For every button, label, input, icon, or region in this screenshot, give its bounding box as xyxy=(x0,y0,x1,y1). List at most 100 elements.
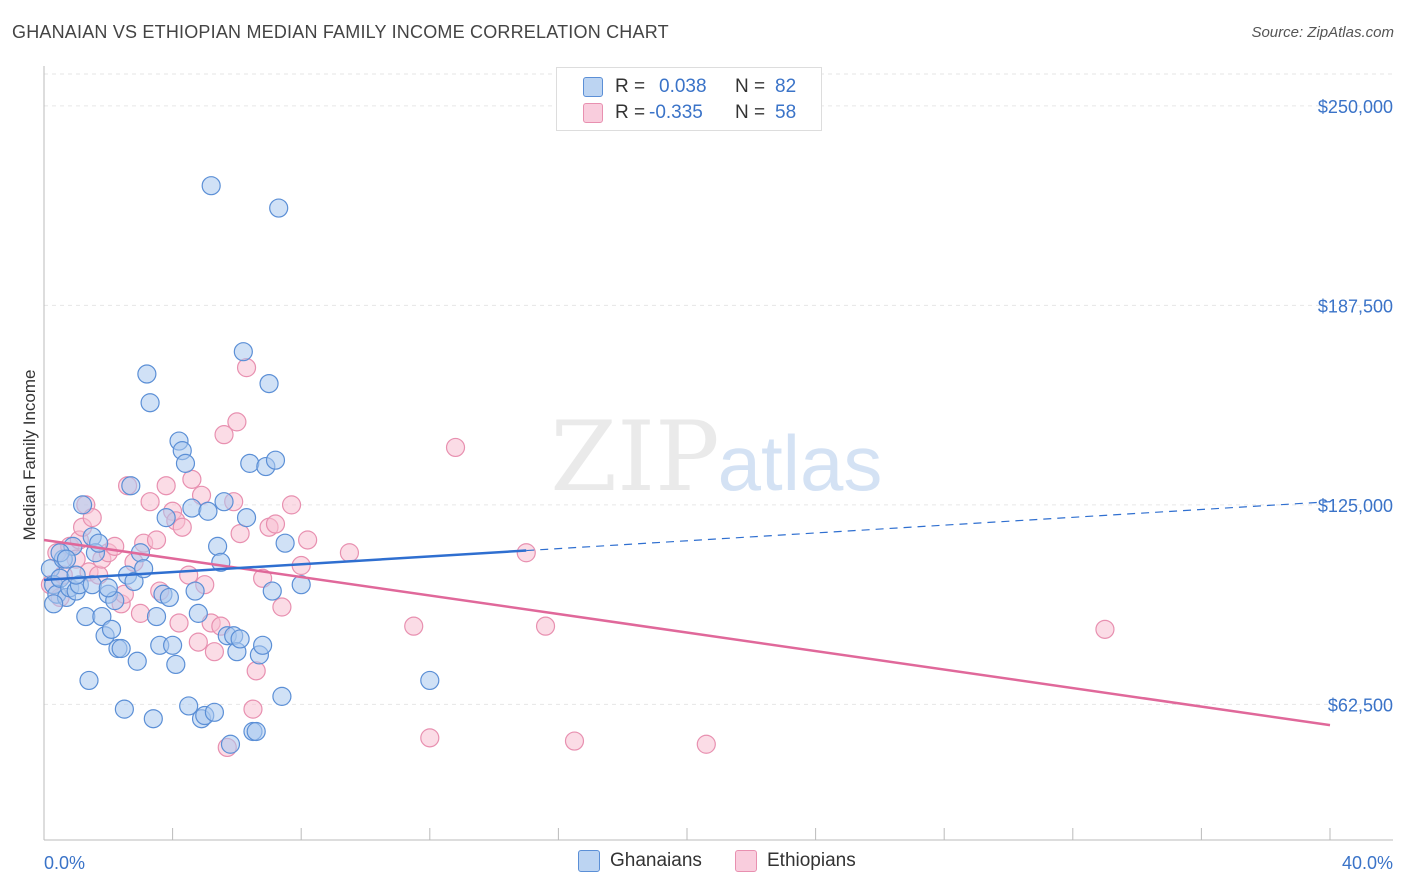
ghanaians-swatch xyxy=(583,77,603,97)
chart-title: GHANAIAN VS ETHIOPIAN MEDIAN FAMILY INCO… xyxy=(12,22,669,42)
ghanaians-point xyxy=(259,373,279,394)
ghanaians-point xyxy=(156,508,176,528)
ghanaians-point xyxy=(175,453,196,473)
ghanaians-point xyxy=(246,721,266,742)
legend-n-value: 58 xyxy=(775,102,797,123)
ghanaians-point xyxy=(127,651,147,671)
ethiopians-point xyxy=(243,699,263,719)
legend-item-ethiopians[interactable]: Ethiopians xyxy=(735,850,856,872)
ethiopians-legend-swatch xyxy=(735,850,757,872)
ghanaians-point xyxy=(198,501,218,521)
series-legend: Ghanaians Ethiopians xyxy=(0,850,1406,878)
ghanaians-point xyxy=(124,571,144,592)
legend-item-ghanaians[interactable]: Ghanaians xyxy=(578,850,702,872)
ghanaians-point xyxy=(214,492,234,512)
legend-n-label: N = xyxy=(735,102,766,123)
x-tick-label-left: 0.0% xyxy=(44,853,85,873)
ethiopians-point xyxy=(420,728,440,748)
ghanaians-point xyxy=(236,508,257,528)
ethiopians-point xyxy=(339,543,360,563)
ghanaians-point xyxy=(179,696,199,716)
trend-lines xyxy=(43,501,1331,727)
ethiopians-point xyxy=(445,437,466,458)
y-tick-label: $187,500 xyxy=(1318,296,1393,316)
legend-r-value: -0.335 xyxy=(649,102,703,123)
ghanaians-point xyxy=(76,606,96,627)
ethiopians-point xyxy=(182,469,202,489)
ghanaians-point xyxy=(220,734,241,754)
ghanaians-point xyxy=(72,495,93,515)
ethiopians-legend-label: Ethiopians xyxy=(767,850,856,871)
ghanaians-point xyxy=(275,533,295,553)
ghanaians-point xyxy=(208,536,228,556)
ethiopians-point xyxy=(253,568,273,588)
axes xyxy=(43,66,1393,841)
legend-row-ghanaians: R = 0.038 N = 82 xyxy=(583,74,796,100)
legend-r-label: R = xyxy=(615,76,646,97)
ghanaians-point xyxy=(166,654,186,675)
ethiopians-point xyxy=(105,536,125,556)
ethiopians-point xyxy=(227,412,247,432)
ghanaians-point xyxy=(79,670,99,691)
ethiopians-point xyxy=(281,495,302,515)
y-tick-label: $62,500 xyxy=(1328,695,1393,715)
legend-row-ethiopians: R = -0.335 N = 58 xyxy=(583,100,796,126)
ghanaians-point xyxy=(146,606,167,627)
ghanaians-point xyxy=(56,549,77,569)
ethiopians-point xyxy=(179,565,199,585)
ethiopians-swatch xyxy=(583,103,603,123)
ghanaians-point xyxy=(44,594,64,614)
ghanaians-point xyxy=(185,581,205,601)
ethiopians-point xyxy=(696,734,716,754)
correlation-legend: R = 0.038 N = 82 R = -0.335 N = 58 xyxy=(556,67,822,131)
ghanaians-point xyxy=(98,578,118,598)
ghanaians-point xyxy=(201,176,221,196)
y-tick-label: $250,000 xyxy=(1318,97,1393,117)
legend-n-value: 82 xyxy=(775,76,797,97)
ghanaians-point xyxy=(272,686,292,706)
ethiopians-point xyxy=(516,543,536,563)
source-label: Source: ZipAtlas.com xyxy=(1251,24,1394,41)
ethiopians-point xyxy=(535,616,556,636)
ethiopians-trend-line xyxy=(43,538,1331,727)
ghanaians-point xyxy=(230,629,250,649)
legend-r-label: R = xyxy=(615,102,646,123)
ghanaians-legend-label: Ghanaians xyxy=(610,850,702,871)
ethiopians-point xyxy=(156,476,176,496)
ethiopians-point xyxy=(188,632,208,652)
ethiopians-point xyxy=(265,514,286,534)
ethiopians-point xyxy=(564,731,585,751)
ethiopians-point xyxy=(82,508,102,528)
ethiopians-point xyxy=(214,425,234,445)
ethiopians-point xyxy=(172,517,192,537)
watermark-atlas: atlas xyxy=(718,419,883,507)
gridlines xyxy=(44,73,1393,705)
ethiopians-point xyxy=(230,523,250,544)
ghanaians-point xyxy=(233,342,253,362)
ghanaians-point xyxy=(92,606,112,627)
ghanaians-point xyxy=(101,619,122,639)
ethiopians-point xyxy=(204,642,224,662)
ghanaians-point xyxy=(121,476,141,496)
ethiopians-point xyxy=(246,661,266,681)
ghanaians-point xyxy=(188,603,208,623)
ghanaians-point xyxy=(253,635,273,655)
ghanaians-point xyxy=(137,364,157,384)
ethiopians-point xyxy=(140,492,160,512)
ghanaians-point xyxy=(420,670,440,691)
ghanaians-point xyxy=(140,393,160,413)
ghanaians-point xyxy=(240,453,260,473)
y-tick-labels: $250,000 $187,500 $125,000 $62,500 xyxy=(1318,97,1393,715)
ethiopians-point xyxy=(169,613,189,633)
ghanaians-point xyxy=(114,699,134,719)
ethiopians-point xyxy=(130,603,151,623)
ghanaians-legend-swatch xyxy=(578,850,600,872)
ethiopians-point xyxy=(298,530,318,550)
ethiopians-point xyxy=(236,358,257,378)
ghanaians-point xyxy=(262,581,282,601)
y-tick-label: $125,000 xyxy=(1318,496,1393,516)
x-tick-label-right: 40.0% xyxy=(1342,853,1393,873)
ghanaians-trend-line xyxy=(43,549,527,582)
ghanaians-point xyxy=(265,450,286,470)
